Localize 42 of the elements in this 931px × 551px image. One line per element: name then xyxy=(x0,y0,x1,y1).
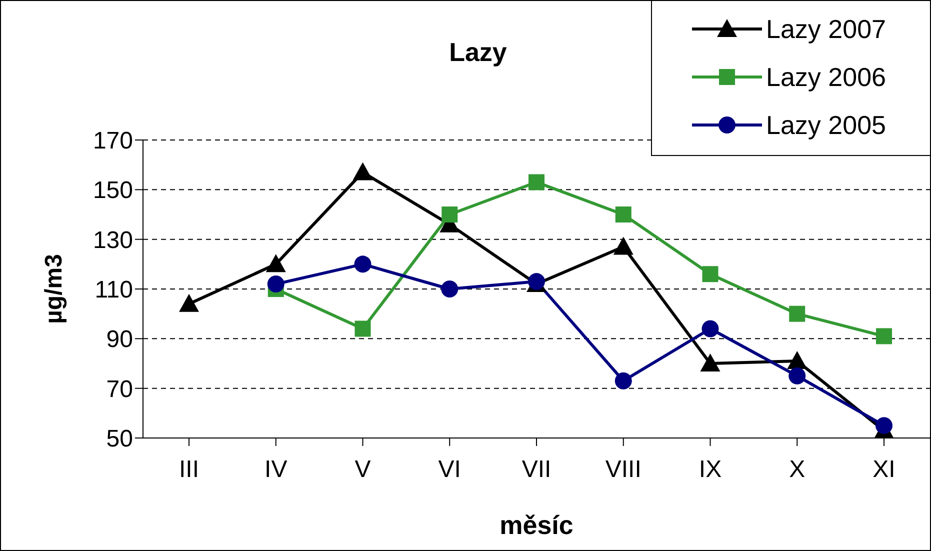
point xyxy=(179,294,199,312)
point xyxy=(876,417,892,434)
point xyxy=(354,256,372,273)
x-tick-label: VIII xyxy=(605,456,642,484)
point xyxy=(352,162,373,180)
point xyxy=(876,328,892,344)
point xyxy=(787,351,808,370)
chart-title: Lazy xyxy=(448,37,508,68)
point xyxy=(702,266,718,282)
y-tick-label: 70 xyxy=(106,376,133,403)
x-tick-label: X xyxy=(789,456,806,484)
y-axis-title: µg/m3 xyxy=(40,254,68,324)
y-tick-label: 170 xyxy=(92,128,133,155)
point xyxy=(788,367,806,384)
point xyxy=(789,306,806,322)
x-tick-label: IX xyxy=(698,456,722,484)
x-tick-label: IV xyxy=(264,456,288,484)
y-tick-label: 130 xyxy=(92,226,133,254)
x-tick-label: XI xyxy=(872,456,896,484)
point xyxy=(700,354,720,372)
point xyxy=(354,320,371,337)
point xyxy=(442,206,458,222)
point xyxy=(528,174,544,190)
x-tick-label: III xyxy=(178,456,200,484)
point xyxy=(267,276,284,293)
legend-label: Lazy 2005 xyxy=(766,110,886,140)
y-tick-label: 110 xyxy=(94,276,133,304)
point xyxy=(702,320,719,338)
point xyxy=(266,254,286,272)
legend-label: Lazy 2006 xyxy=(766,62,886,92)
x-axis-title: měsíc xyxy=(500,510,574,540)
point xyxy=(613,236,634,255)
x-tick-label: VII xyxy=(522,456,552,484)
point xyxy=(614,372,632,390)
y-tick-label: 50 xyxy=(106,426,133,453)
point xyxy=(615,206,632,222)
x-tick-label: VI xyxy=(438,456,461,484)
x-tick-label: V xyxy=(354,456,371,484)
point xyxy=(441,280,458,298)
y-tick-label: 150 xyxy=(92,177,133,204)
legend-label: Lazy 2007 xyxy=(766,14,886,44)
y-tick-label: 90 xyxy=(106,326,133,354)
